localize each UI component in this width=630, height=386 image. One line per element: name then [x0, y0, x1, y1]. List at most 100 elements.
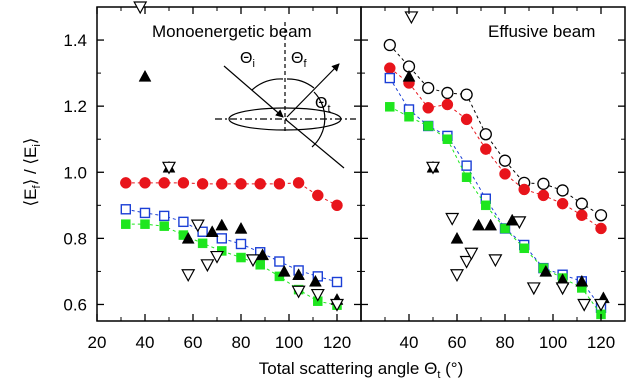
inset-arc-theta-t [311, 91, 326, 148]
right-point-square-filled [481, 200, 491, 211]
left-series-line [125, 182, 338, 206]
right-point-square-filled [404, 111, 414, 122]
inset-arc-theta-i [251, 78, 284, 91]
right-point-circle-filled [480, 143, 492, 155]
axis-ticks [96, 6, 625, 321]
left-x-tick-label: 100 [275, 333, 303, 352]
left-point-circle-filled [273, 178, 286, 190]
left-point-triangle-open-down [181, 269, 196, 282]
right-point-square-filled [500, 223, 510, 234]
right-point-triangle-open-down [555, 282, 570, 296]
right-series-square-open [384, 72, 607, 313]
left-series-line [125, 208, 338, 283]
right-series-triangle-open-down [404, 11, 609, 312]
right-x-tick-label: 80 [496, 333, 515, 352]
right-panel-frame [360, 6, 626, 322]
left-panel-title: Monoenergetic beam [152, 22, 312, 41]
right-series-square-filled [385, 102, 606, 320]
left-point-triangle-filled [292, 268, 306, 280]
right-point-circle-open [594, 209, 608, 222]
inset-label-theta-i: Θi [240, 50, 255, 70]
left-point-circle-filled [177, 177, 190, 189]
right-point-circle-filled [441, 98, 454, 111]
left-point-triangle-filled [215, 218, 229, 231]
right-point-circle-open [422, 81, 435, 95]
x-axis-title: Total scattering angle Θt (°) [259, 359, 464, 381]
right-point-triangle-open-down [593, 298, 609, 312]
left-point-square-filled [140, 219, 150, 229]
right-point-circle-open [556, 184, 569, 197]
right-point-circle-filled [384, 62, 396, 74]
right-x-tick-label: 100 [539, 333, 567, 352]
left-point-triangle-open-down [329, 298, 345, 312]
left-point-circle-filled [216, 178, 228, 190]
right-point-square-filled [385, 102, 395, 112]
left-point-triangle-filled [181, 231, 195, 244]
left-x-tick-label: 80 [232, 333, 251, 352]
left-point-square-open [158, 210, 170, 222]
left-point-triangle-open-down [200, 259, 215, 273]
inset-geometry-diagram [215, 22, 356, 169]
left-point-triangle-open-down [209, 250, 225, 264]
y-axis-title: ⟨Ef⟩ / ⟨Ei⟩ [21, 138, 43, 207]
left-point-square-open [216, 233, 228, 244]
left-point-circle-filled [292, 177, 305, 189]
left-x-tick-label: 60 [184, 333, 203, 352]
left-point-square-open [235, 238, 247, 250]
right-point-square-filled [519, 243, 529, 254]
left-point-triangle-open-down [310, 288, 325, 302]
right-point-circle-open [460, 88, 473, 101]
right-point-triangle-filled [402, 69, 416, 82]
right-point-circle-open [537, 177, 550, 190]
right-x-tick-label: 40 [400, 333, 419, 352]
right-point-triangle-open-down [449, 269, 465, 282]
right-point-circle-open [383, 38, 396, 52]
right-series-line [389, 106, 602, 315]
left-series-triangle-open-down [133, 1, 345, 312]
left-point-triangle-filled [308, 274, 322, 287]
left-point-triangle-filled [234, 221, 248, 234]
left-point-circle-filled [139, 177, 151, 189]
left-point-circle-filled [312, 189, 324, 202]
right-panel-data [383, 11, 610, 320]
right-point-circle-open [575, 197, 588, 210]
right-series-line [389, 44, 602, 216]
inset-continued-ray [284, 118, 345, 169]
left-point-triangle-filled [277, 264, 291, 277]
right-point-triangle-open-down [512, 216, 527, 230]
right-point-circle-open [479, 128, 492, 141]
left-x-tick-label: 40 [136, 333, 155, 352]
inset-label-theta-f: Θf [291, 50, 307, 70]
inset-incident-ray [223, 65, 284, 118]
y-tick-label: 1.0 [63, 163, 87, 182]
inset-label-theta-t: Θt [315, 95, 331, 115]
inset-arc-theta-f [286, 78, 315, 89]
right-point-circle-filled [422, 102, 434, 114]
left-point-triangle-open-down [245, 254, 261, 268]
right-point-triangle-filled [539, 264, 553, 277]
left-point-triangle-open-down [161, 161, 177, 175]
right-series-triangle-filled [402, 69, 610, 304]
left-point-triangle-filled [205, 225, 219, 238]
left-series-circle-filled [120, 177, 343, 212]
right-point-triangle-filled [575, 274, 589, 287]
right-point-circle-filled [576, 209, 588, 221]
right-point-circle-filled [460, 113, 473, 126]
right-point-circle-open [498, 154, 512, 167]
right-point-triangle-filled [450, 231, 464, 244]
left-point-square-filled [255, 260, 265, 270]
left-series-square-open [120, 204, 343, 288]
left-x-tick-label: 20 [88, 333, 107, 352]
right-point-triangle-open-down [526, 282, 541, 296]
y-tick-label: 1.2 [63, 97, 87, 116]
right-point-circle-filled [499, 168, 511, 180]
left-point-circle-filled [196, 178, 209, 190]
left-point-circle-filled [254, 178, 266, 190]
left-point-square-filled [236, 252, 246, 263]
right-point-triangle-filled [472, 218, 486, 231]
right-point-circle-filled [537, 189, 550, 202]
right-point-triangle-open-down [464, 247, 479, 261]
left-series-square-filled [121, 219, 342, 310]
right-point-circle-filled [595, 222, 607, 235]
